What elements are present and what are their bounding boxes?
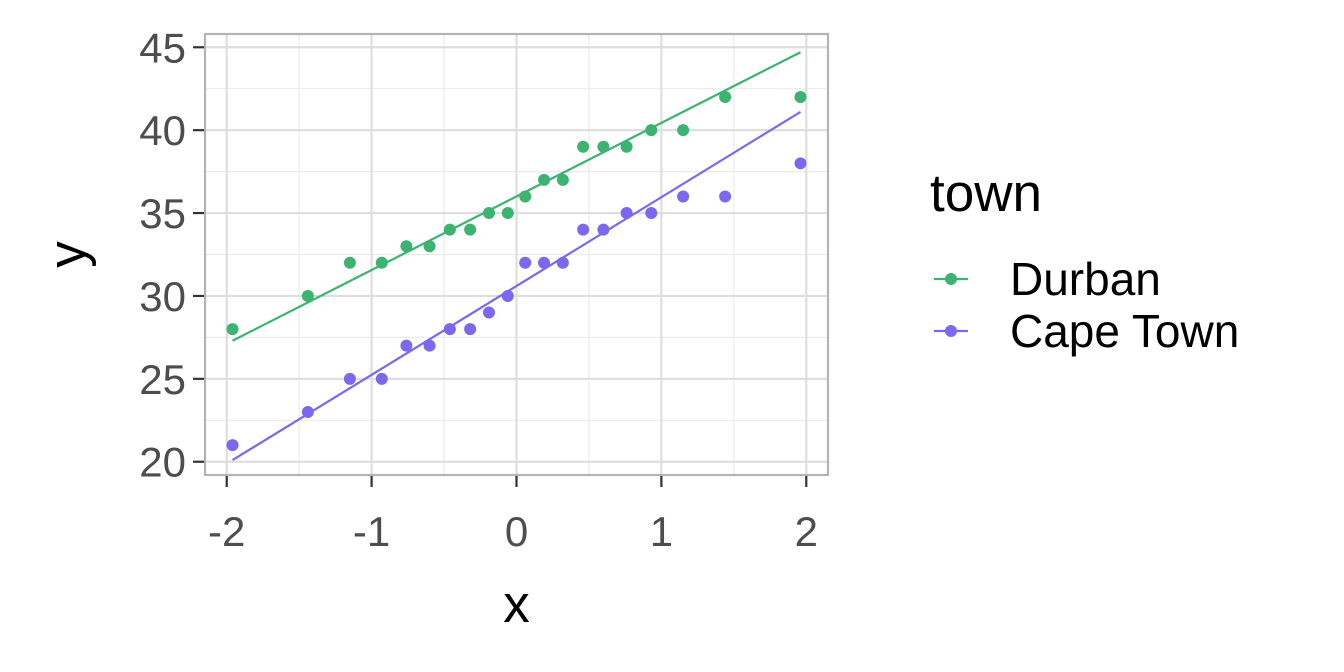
cape-town-point: [597, 223, 610, 236]
y-tick-label: 25: [139, 356, 186, 403]
legend-label: Cape Town: [1010, 305, 1239, 357]
cape-town-point: [501, 289, 514, 302]
cape-town-fit-line: [231, 110, 802, 462]
durban-point: [597, 140, 610, 153]
cape-town-point: [343, 372, 356, 385]
cape-town-point: [794, 157, 807, 170]
y-tick-label: 20: [139, 439, 186, 486]
durban-point: [620, 140, 633, 153]
cape-town-point: [301, 406, 314, 418]
y-tick-label: 45: [139, 24, 186, 71]
cape-town-point: [577, 223, 590, 236]
x-axis-ticks: -2 -1 0 1 2: [208, 476, 818, 555]
durban-point: [538, 173, 551, 186]
y-axis-title: y: [38, 241, 97, 268]
x-axis-title: x: [503, 575, 530, 634]
cape-town-point: [400, 339, 413, 352]
durban-point: [519, 190, 532, 203]
durban-point: [482, 207, 495, 220]
durban-point: [375, 256, 388, 269]
y-tick-label: 30: [139, 273, 186, 320]
x-tick-label: 2: [795, 508, 818, 555]
durban-point: [464, 223, 477, 236]
cape-town-point: [375, 372, 388, 385]
x-tick-label: 0: [505, 508, 528, 555]
y-tick-label: 40: [139, 107, 186, 154]
cape-town-point: [645, 207, 658, 220]
durban-point: [677, 124, 690, 137]
legend-label: Durban: [1010, 253, 1161, 305]
x-tick-label: -2: [208, 508, 245, 555]
cape-town-point: [719, 190, 732, 203]
legend-key-point: [945, 325, 957, 337]
durban-point: [556, 173, 569, 186]
cape-town-point: [443, 323, 456, 336]
durban-point: [423, 240, 436, 253]
cape-town-point: [464, 323, 477, 336]
cape-town-point: [620, 207, 633, 220]
plot-border: [203, 32, 830, 477]
durban-point: [343, 256, 356, 269]
fit-lines: [231, 51, 802, 462]
durban-point: [577, 140, 590, 153]
cape-town-point: [423, 339, 436, 352]
durban-point: [794, 91, 807, 103]
cape-town-point: [482, 306, 495, 319]
cape-town-point: [556, 256, 569, 269]
cape-town-point: [538, 256, 551, 269]
legend-item-cape-town: Cape Town: [934, 305, 1239, 357]
x-tick-label: -1: [353, 508, 390, 555]
legend-key-point: [945, 273, 957, 285]
legend-item-durban: Durban: [934, 253, 1161, 305]
durban-point: [443, 223, 456, 236]
durban-point: [719, 91, 732, 103]
durban-point: [301, 289, 314, 302]
data-points: [226, 91, 807, 452]
major-gridlines: [205, 34, 828, 475]
durban-point: [226, 323, 239, 336]
cape-town-point: [519, 256, 532, 269]
y-axis-ticks: 20 25 30 35 40 45: [139, 24, 204, 486]
cape-town-point: [226, 439, 239, 452]
y-tick-label: 35: [139, 190, 186, 237]
durban-point: [501, 207, 514, 220]
durban-point: [645, 124, 658, 137]
cape-town-point: [677, 190, 690, 203]
durban-fit-line: [232, 51, 801, 342]
legend-title: town: [930, 164, 1042, 223]
durban-point: [400, 240, 413, 253]
x-tick-label: 1: [650, 508, 673, 555]
